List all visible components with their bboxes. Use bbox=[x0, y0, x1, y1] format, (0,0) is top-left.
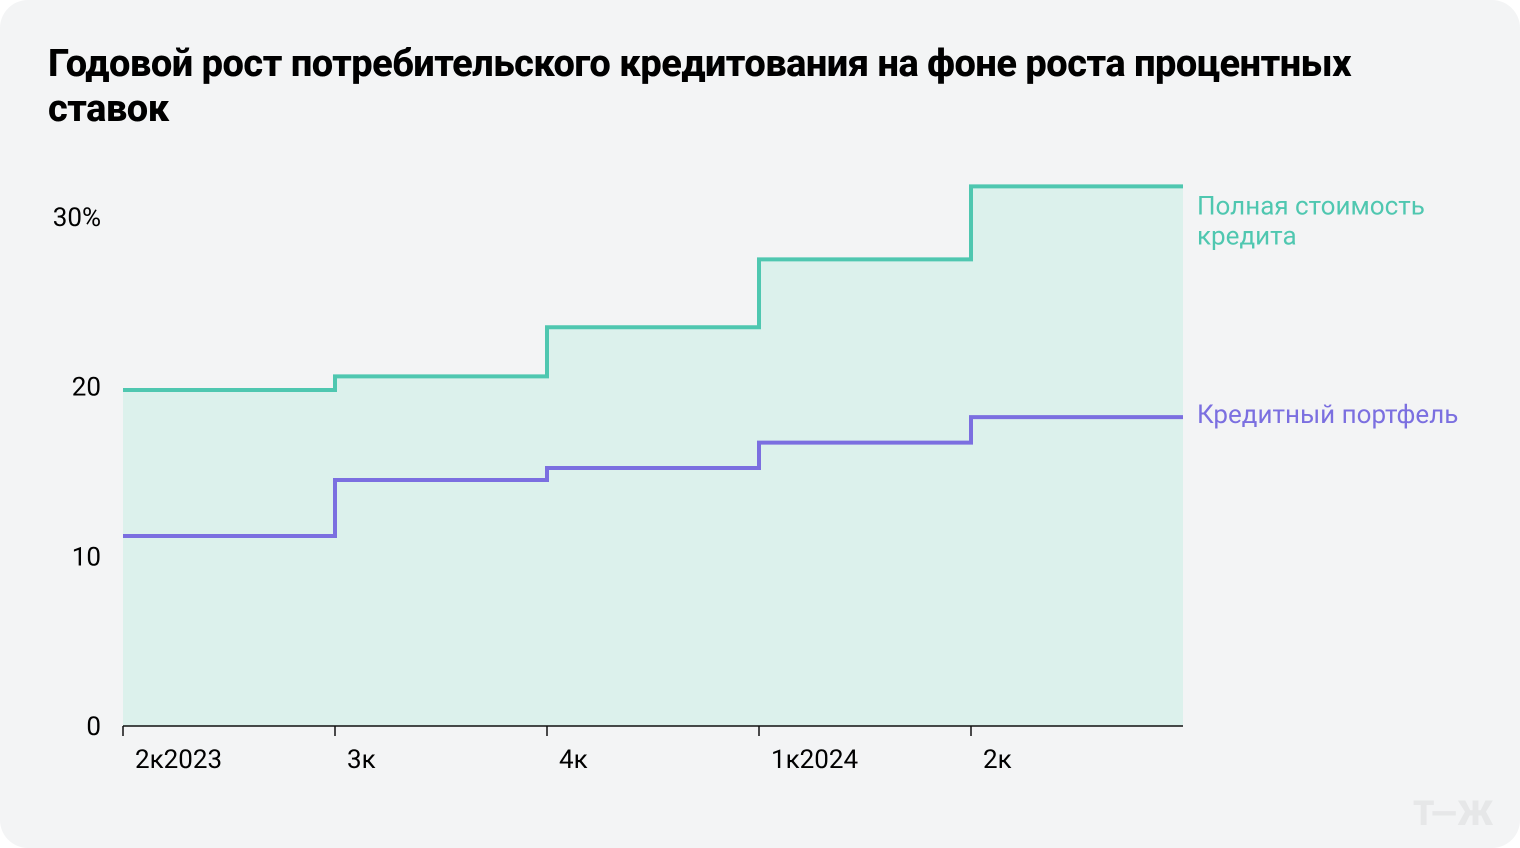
y-tick-label: 30% bbox=[53, 203, 101, 233]
y-tick-label: 0 bbox=[86, 712, 101, 742]
step-chart-svg: 0 10 20 30% 2к2023 3к 4к 1к2024 2к Полная стоимос… bbox=[48, 166, 1483, 796]
area-full-cost bbox=[123, 186, 1183, 726]
x-tick-label: 2к bbox=[983, 745, 1012, 775]
legend-portfolio: Кредитный портфель bbox=[1197, 400, 1458, 430]
y-tick-label: 20 bbox=[72, 372, 101, 402]
y-tick-label: 10 bbox=[72, 542, 101, 572]
x-tick-label: 4к bbox=[559, 745, 588, 775]
x-tick-label: 2к2023 bbox=[135, 745, 222, 775]
watermark: Т—Ж bbox=[1413, 794, 1494, 834]
x-tick-label: 3к bbox=[347, 745, 376, 775]
x-tick-label: 1к2024 bbox=[771, 745, 859, 775]
chart-card: Годовой рост потребительского кредитован… bbox=[0, 0, 1520, 848]
chart-title: Годовой рост потребительского кредитован… bbox=[48, 42, 1472, 132]
legend-full_cost: Полная стоимостькредита bbox=[1197, 191, 1425, 251]
chart-area: 0 10 20 30% 2к2023 3к 4к 1к2024 2к Полная стоимос… bbox=[48, 166, 1472, 796]
